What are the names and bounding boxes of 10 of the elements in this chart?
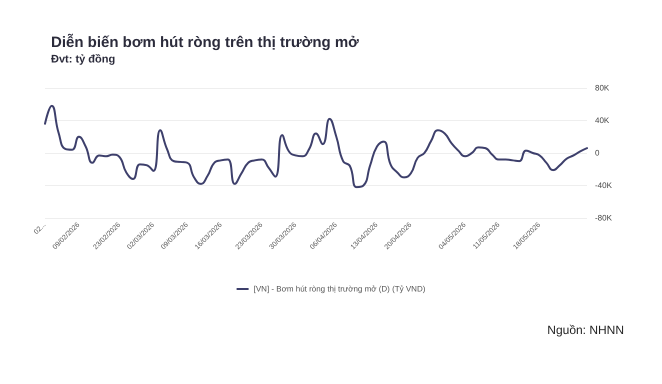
legend-label: [VN] - Bơm hút ròng thị trường mở (D) (Tỷ VND) [254,284,426,294]
chart-subtitle: Đvt: tỷ đồng [51,54,116,66]
y-tick-label: 0 [595,148,600,158]
text: Nguồn: NHNN [547,323,624,337]
y-tick-label: 40K [595,116,610,125]
y-tick-label: -40K [595,181,613,190]
y-tick-label: 80K [595,84,610,92]
line-series [44,104,588,188]
chart-title: Diễn biến bơm hút ròng trên thị trường mở [51,33,360,51]
y-tick-label: -80K [595,214,613,222]
